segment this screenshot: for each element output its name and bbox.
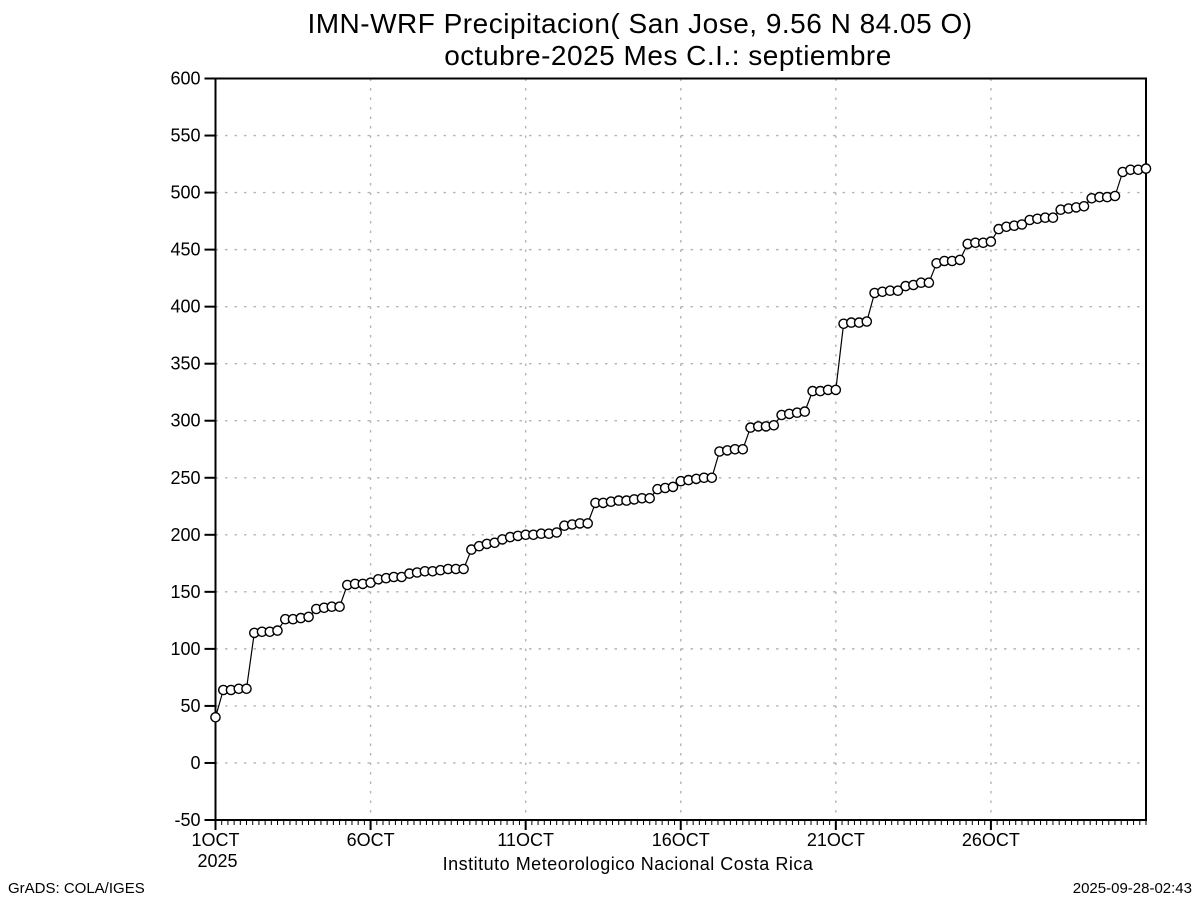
y-tick-label: 0 xyxy=(190,753,200,773)
x-tick-label: 16OCT xyxy=(652,830,710,850)
y-tick-label: 250 xyxy=(170,468,200,488)
data-point-marker xyxy=(644,492,656,504)
x-tick-label: 11OCT xyxy=(497,830,554,850)
data-point-marker xyxy=(1109,190,1121,202)
chart-title-line1: IMN-WRF Precipitacion( San Jose, 9.56 N … xyxy=(307,8,972,39)
y-tick-label: 400 xyxy=(170,297,200,317)
data-point-marker xyxy=(861,316,873,327)
data-point-marker xyxy=(241,683,252,695)
plot-frame xyxy=(214,77,1147,821)
data-point-marker xyxy=(923,277,935,289)
data-point-marker xyxy=(1047,212,1059,223)
x-tick-label: 21OCT xyxy=(807,830,865,850)
data-point-marker xyxy=(830,384,842,396)
y-tick-label: 100 xyxy=(170,639,200,659)
grads-credit: GrADS: COLA/IGES xyxy=(8,880,145,897)
x-tick-year-label: 2025 xyxy=(197,851,237,871)
data-point-marker xyxy=(334,601,345,613)
data-point-marker xyxy=(582,518,594,529)
chart-title-line2: octubre-2025 Mes C.I.: septiembre xyxy=(444,40,892,71)
data-point-marker xyxy=(551,527,563,538)
data-point-marker xyxy=(954,254,966,266)
footer-caption: Instituto Meteorologico Nacional Costa R… xyxy=(443,854,814,874)
data-point-marker xyxy=(272,625,283,636)
render-timestamp: 2025-09-28-02:43 xyxy=(1073,880,1192,897)
y-tick-label: 150 xyxy=(170,582,200,602)
x-tick-label: 6OCT xyxy=(347,830,395,850)
y-tick-label: 300 xyxy=(170,411,200,431)
y-tick-label: 350 xyxy=(170,354,200,374)
x-tick-label: 26OCT xyxy=(962,830,1020,850)
data-point-marker xyxy=(210,712,221,723)
y-tick-label: 50 xyxy=(180,696,200,716)
x-tick-label: 1OCT xyxy=(191,830,239,850)
precipitation-series xyxy=(210,163,1152,723)
data-point-marker xyxy=(1016,219,1028,230)
y-tick-label: 600 xyxy=(170,69,200,89)
y-tick-label: 500 xyxy=(170,183,200,203)
data-point-marker xyxy=(737,443,749,455)
data-point-marker xyxy=(892,285,904,297)
y-tick-label: 200 xyxy=(170,525,200,545)
data-point-marker xyxy=(303,611,314,623)
data-point-marker xyxy=(458,563,469,575)
y-tick-label: -50 xyxy=(174,810,200,830)
data-point-marker xyxy=(985,236,997,247)
y-tick-label: 450 xyxy=(170,240,200,260)
data-point-marker xyxy=(1078,200,1090,212)
data-point-marker xyxy=(1140,163,1152,174)
data-point-marker xyxy=(706,472,718,484)
y-tick-label: 550 xyxy=(170,126,200,146)
data-point-marker xyxy=(667,481,679,493)
data-point-marker xyxy=(799,406,811,417)
gridlines xyxy=(215,77,1146,820)
data-point-marker xyxy=(768,419,780,431)
